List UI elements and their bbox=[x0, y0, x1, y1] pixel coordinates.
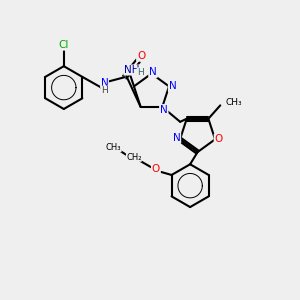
Text: N: N bbox=[160, 105, 168, 115]
Text: NH: NH bbox=[124, 65, 139, 75]
Text: Cl: Cl bbox=[58, 40, 69, 50]
Text: CH₂: CH₂ bbox=[126, 153, 142, 162]
Text: N: N bbox=[169, 81, 176, 91]
Text: N: N bbox=[101, 77, 108, 88]
Text: N: N bbox=[149, 67, 157, 77]
Text: O: O bbox=[214, 134, 223, 144]
Text: O: O bbox=[152, 164, 160, 174]
Text: N: N bbox=[172, 133, 180, 143]
Text: CH₃: CH₃ bbox=[226, 98, 242, 107]
Text: H: H bbox=[137, 68, 144, 77]
Text: H: H bbox=[101, 86, 108, 95]
Text: CH₃: CH₃ bbox=[106, 143, 122, 152]
Text: O: O bbox=[137, 51, 145, 61]
